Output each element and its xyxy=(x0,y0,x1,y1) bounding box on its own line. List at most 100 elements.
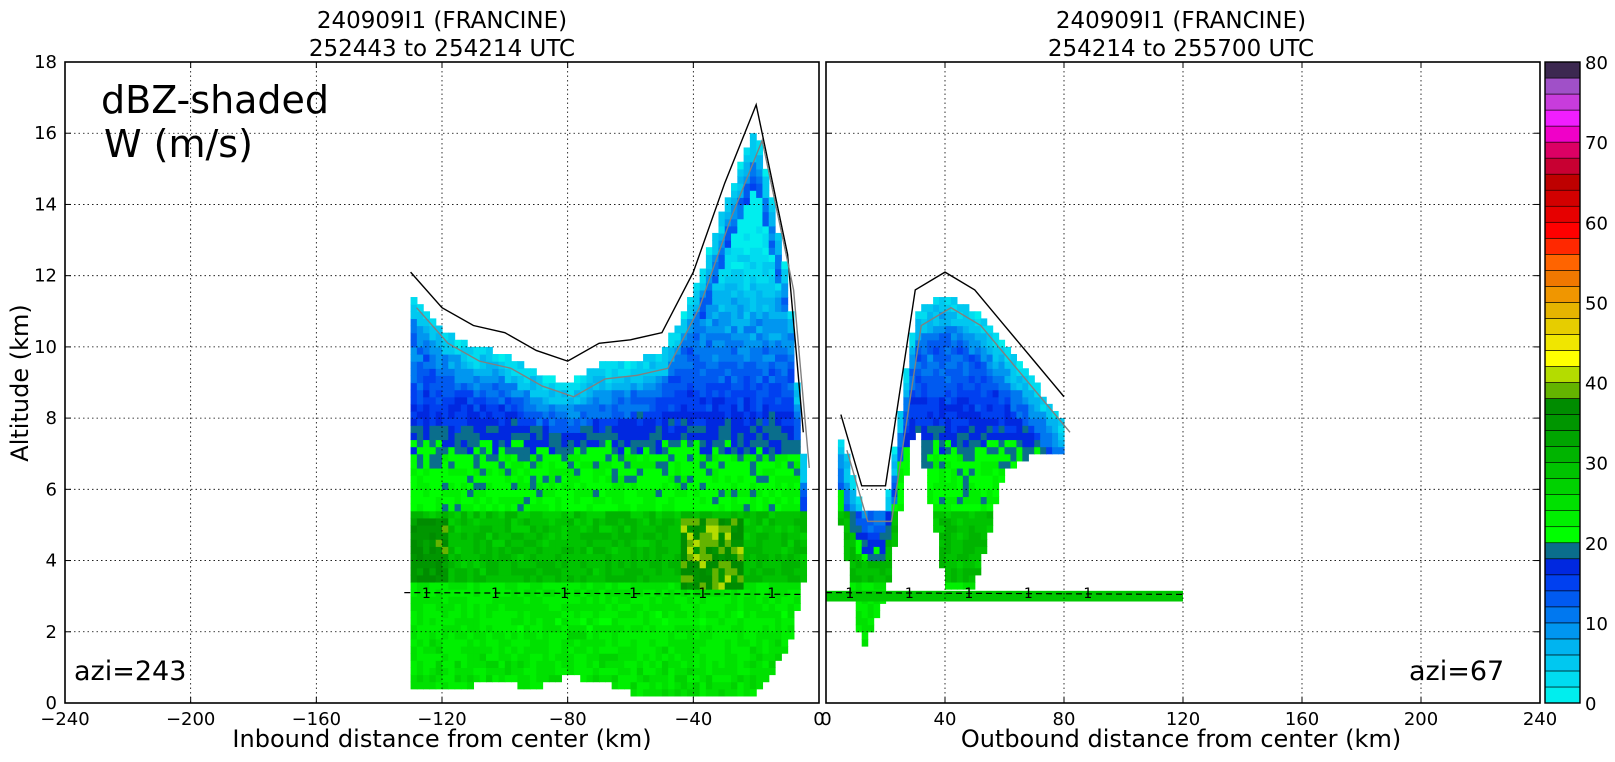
dbz-cell xyxy=(680,432,688,441)
dbz-cell xyxy=(410,482,418,490)
dbz-cell xyxy=(429,439,437,448)
dbz-cell xyxy=(454,361,462,369)
dbz-cell xyxy=(680,567,688,576)
dbz-cell xyxy=(749,503,757,512)
dbz-cell xyxy=(435,418,443,426)
dbz-cell xyxy=(655,667,663,676)
dbz-cell xyxy=(467,567,475,576)
dbz-cell xyxy=(781,489,789,498)
dbz-cell xyxy=(599,532,606,540)
dbz-cell xyxy=(1058,432,1065,441)
dbz-cell xyxy=(945,517,952,526)
dbz-cell xyxy=(661,396,669,405)
dbz-cell xyxy=(423,646,431,654)
dbz-cell xyxy=(718,653,726,661)
dbz-cell xyxy=(498,596,506,604)
dbz-cell xyxy=(561,446,569,455)
dbz-cell xyxy=(768,631,776,640)
dbz-cell xyxy=(492,482,500,490)
dbz-cell xyxy=(523,546,531,555)
dbz-cell xyxy=(661,503,669,512)
dbz-cell xyxy=(479,667,487,676)
dbz-cell xyxy=(492,603,500,612)
dbz-cell xyxy=(787,318,795,327)
dbz-cell xyxy=(743,147,751,156)
dbz-cell xyxy=(636,432,644,441)
dbz-cell xyxy=(998,418,1006,426)
dbz-cell xyxy=(529,596,537,604)
dbz-cell xyxy=(504,410,512,419)
dbz-cell xyxy=(655,460,663,469)
dbz-cell xyxy=(787,396,795,405)
dbz-cell xyxy=(649,653,657,661)
dbz-cell xyxy=(897,496,904,505)
dbz-cell xyxy=(933,482,940,490)
dbz-cell xyxy=(511,425,518,433)
dbz-cell xyxy=(448,567,456,576)
dbz-cell xyxy=(580,482,588,490)
dbz-cell xyxy=(410,574,418,583)
dbz-cell xyxy=(661,482,669,490)
dbz-cell xyxy=(674,631,682,640)
dbz-cell xyxy=(410,382,418,391)
dbz-cell xyxy=(429,489,437,498)
dbz-cell xyxy=(974,375,982,384)
dbz-cell xyxy=(567,496,575,505)
dbz-cell xyxy=(749,603,757,612)
dbz-cell xyxy=(661,460,669,469)
dbz-cell xyxy=(561,432,569,441)
dbz-cell xyxy=(762,354,770,362)
dbz-cell xyxy=(573,574,581,583)
dbz-cell xyxy=(718,553,726,562)
dbz-cell xyxy=(617,418,625,426)
dbz-cell xyxy=(504,560,512,569)
dbz-cell xyxy=(762,168,770,177)
dbz-cell xyxy=(485,574,493,583)
dbz-cell xyxy=(473,546,481,555)
dbz-cell xyxy=(775,460,782,469)
dbz-cell xyxy=(649,610,657,619)
dbz-cell xyxy=(680,318,688,327)
dbz-cell xyxy=(580,503,588,512)
dbz-cell xyxy=(986,460,994,469)
dbz-cell xyxy=(460,524,468,533)
dbz-cell xyxy=(986,389,994,398)
dbz-cell xyxy=(460,510,468,519)
dbz-cell xyxy=(511,368,518,376)
dbz-cell xyxy=(542,460,550,469)
dbz-cell xyxy=(561,517,569,526)
dbz-cell xyxy=(712,674,720,683)
dbz-cell xyxy=(668,489,676,498)
dbz-cell xyxy=(787,624,795,633)
dbz-cell xyxy=(762,646,770,654)
dbz-cell xyxy=(448,503,456,512)
dbz-cell xyxy=(693,432,701,441)
dbz-cell xyxy=(974,439,982,448)
dbz-cell xyxy=(781,560,789,569)
dbz-cell xyxy=(939,446,946,455)
dbz-cell xyxy=(768,610,776,619)
dbz-cell xyxy=(933,361,940,369)
dbz-cell xyxy=(712,660,720,668)
dbz-cell xyxy=(643,674,650,683)
dbz-cell xyxy=(643,646,650,654)
dbz-cell xyxy=(756,532,764,540)
dbz-cell xyxy=(909,403,916,412)
dbz-cell xyxy=(668,503,676,512)
dbz-cell xyxy=(787,361,795,369)
dbz-cell xyxy=(555,674,562,683)
dbz-cell xyxy=(705,261,713,270)
dbz-cell xyxy=(939,439,946,448)
dbz-cell xyxy=(599,425,606,433)
dbz-cell xyxy=(661,368,669,376)
dbz-cell xyxy=(429,361,437,369)
dbz-cell xyxy=(517,460,525,469)
dbz-cell xyxy=(586,596,594,604)
dbz-cell xyxy=(927,382,934,391)
dbz-cell xyxy=(950,524,958,533)
dbz-cell xyxy=(492,382,500,391)
dbz-cell xyxy=(454,517,462,526)
dbz-cell xyxy=(586,382,594,391)
dbz-cell xyxy=(687,361,694,369)
dbz-cell xyxy=(423,346,431,355)
